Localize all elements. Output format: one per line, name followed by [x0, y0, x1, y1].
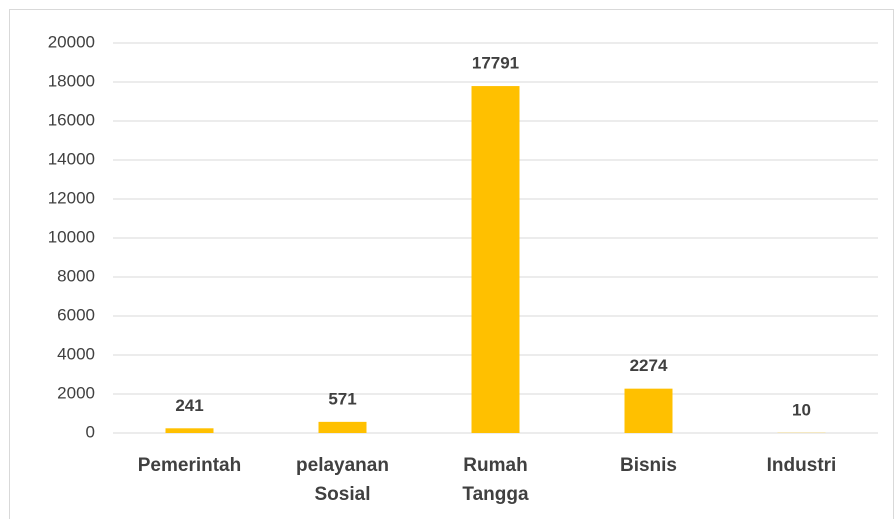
x-tick-label: Bisnis — [620, 455, 677, 476]
y-tick-label: 12000 — [48, 188, 95, 207]
x-tick-label: Rumah Tangga — [462, 455, 529, 505]
x-tick-label: Pemerintah — [138, 455, 241, 476]
y-tick-label: 16000 — [48, 110, 95, 129]
y-tick-label: 4000 — [57, 344, 95, 363]
y-tick-label: 20000 — [48, 32, 95, 51]
y-tick-label: 6000 — [57, 305, 95, 324]
data-label: 17791 — [472, 54, 519, 73]
y-tick-label: 18000 — [48, 71, 95, 90]
y-tick-label: 2000 — [57, 383, 95, 402]
x-tick-label: Industri — [767, 455, 837, 476]
y-tick-label: 10000 — [48, 227, 95, 246]
bar — [318, 421, 367, 433]
bar — [624, 388, 673, 433]
y-tick-label: 14000 — [48, 149, 95, 168]
data-label: 2274 — [630, 356, 668, 375]
bar — [165, 428, 214, 433]
x-tick-label: pelayanan Sosial — [296, 455, 389, 505]
bar — [471, 86, 520, 433]
y-tick-label: 8000 — [57, 266, 95, 285]
chart-frame — [9, 9, 894, 519]
data-label: 10 — [792, 400, 811, 419]
data-label: 571 — [328, 389, 356, 408]
data-label: 241 — [175, 396, 203, 415]
y-tick-label: 0 — [86, 422, 95, 441]
